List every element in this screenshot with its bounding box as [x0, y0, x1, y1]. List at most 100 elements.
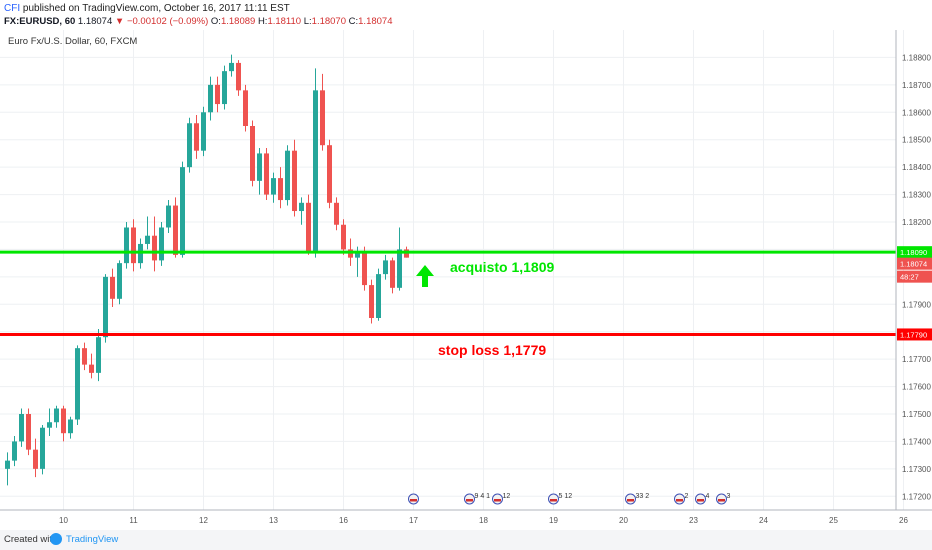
candle-53 — [376, 268, 381, 321]
candle-40 — [285, 145, 290, 206]
event-marker-1: 9 4 1 — [464, 493, 490, 505]
candle-body-43 — [306, 202, 311, 253]
symbol-label: FX:EURUSD, 60 — [4, 16, 76, 27]
created-with-text: Created with — [4, 534, 58, 545]
price-tick-12: 1.17600 — [902, 383, 931, 392]
candle-body-30 — [215, 84, 220, 105]
publish-info: CFI published on TradingView.com, Octobe… — [4, 3, 290, 14]
candle-43 — [306, 194, 311, 255]
open-label: O: — [210, 16, 221, 27]
event-count-3: 5 12 — [559, 493, 573, 500]
horizontal-lines-layer[interactable] — [0, 250, 896, 336]
candle-body-2 — [19, 414, 24, 442]
price-tick-13: 1.17500 — [902, 410, 931, 419]
last-price-label: 1.18074 — [897, 257, 932, 270]
candle-body-46 — [327, 145, 332, 203]
candle-13 — [96, 328, 101, 382]
candle-body-36 — [257, 153, 262, 181]
candle-body-24 — [173, 205, 178, 255]
candle-body-34 — [243, 90, 248, 126]
candle-body-32 — [229, 62, 234, 72]
published-text: published on TradingView.com, October 16… — [22, 3, 290, 14]
flag-stripe-7 — [718, 499, 725, 502]
candle-5 — [40, 424, 45, 475]
time-tick-1: 11 — [129, 516, 138, 525]
candle-body-51 — [362, 252, 367, 286]
chart-grid — [0, 30, 904, 510]
price-axis-labels: 1.18090 1.17790 1.18074 48:27 — [897, 246, 932, 341]
candle-body-15 — [110, 276, 115, 299]
countdown-label-text: 48:27 — [900, 273, 919, 282]
candle-52 — [369, 279, 374, 324]
stop-loss-annotation: stop loss 1,1779 — [438, 342, 546, 358]
candle-body-4 — [33, 449, 38, 469]
price-tick-3: 1.18500 — [902, 136, 931, 145]
candle-body-11 — [82, 348, 87, 365]
close-label: C: — [348, 16, 359, 27]
candle-22 — [159, 222, 164, 266]
quote-line: FX:EURUSD, 60 1.18074 ▼ −0.00102 (−0.09%… — [4, 16, 392, 27]
stop-loss-price-label-bg — [897, 328, 932, 341]
candle-body-37 — [264, 153, 269, 195]
event-marker-5: 2 — [674, 493, 689, 505]
candle-51 — [362, 246, 367, 291]
event-marker-2: 12 — [492, 493, 511, 505]
flag-stripe-5 — [676, 499, 683, 502]
candle-body-3 — [26, 414, 31, 450]
acquisto-price-label-bg — [897, 246, 932, 259]
candle-11 — [82, 342, 87, 371]
candle-46 — [327, 139, 332, 209]
event-markers-layer: 9 4 1 12 5 12 33 2 2 4 3 — [408, 493, 731, 505]
tradingview-logo-icon[interactable] — [50, 533, 62, 545]
last-price-label-bg — [897, 257, 932, 270]
candle-body-18 — [131, 227, 136, 264]
candle-body-40 — [285, 150, 290, 201]
open-value: 1.18089 — [220, 16, 256, 27]
candle-body-52 — [369, 285, 374, 318]
time-tick-2: 12 — [199, 516, 208, 525]
candle-27 — [194, 115, 199, 159]
down-arrow-icon: ▼ — [114, 16, 125, 27]
time-tick-0: 10 — [59, 516, 68, 525]
candle-41 — [292, 139, 297, 217]
time-axis[interactable]: 10 11 12 13 16 17 18 19 20 23 24 25 26 — [59, 516, 908, 525]
price-tick-4: 1.18400 — [902, 163, 931, 172]
candle-body-1 — [12, 441, 17, 461]
candle-55 — [390, 257, 395, 294]
candles-layer — [5, 54, 409, 486]
event-marker-0 — [408, 493, 419, 505]
candle-body-6 — [47, 422, 52, 428]
stop-loss-price-label-text: 1.17790 — [900, 330, 927, 339]
time-tick-9: 23 — [689, 516, 698, 525]
candle-32 — [229, 54, 234, 77]
candle-body-27 — [194, 123, 199, 151]
time-tick-4: 16 — [339, 516, 348, 525]
price-tick-2: 1.18600 — [902, 108, 931, 117]
candle-9 — [68, 416, 73, 439]
candle-body-44 — [313, 90, 318, 253]
candle-body-41 — [292, 150, 297, 212]
candle-body-29 — [208, 84, 213, 113]
price-tick-6: 1.18200 — [902, 218, 931, 227]
candle-body-12 — [89, 364, 94, 373]
candle-56 — [397, 227, 402, 291]
header-bar: CFI published on TradingView.com, Octobe… — [0, 0, 932, 30]
tradingview-brand[interactable]: TradingView — [66, 534, 119, 545]
event-count-5: 2 — [685, 493, 689, 500]
candle-body-21 — [152, 235, 157, 261]
candle-24 — [173, 197, 178, 258]
time-tick-12: 26 — [899, 516, 908, 525]
event-marker-3: 5 12 — [548, 493, 573, 505]
flag-stripe-6 — [697, 499, 704, 502]
event-count-2: 12 — [503, 493, 511, 500]
candle-body-13 — [96, 337, 101, 373]
flag-stripe-1 — [466, 499, 473, 502]
price-tick-5: 1.18300 — [902, 191, 931, 200]
candle-17 — [124, 222, 129, 269]
candle-1 — [12, 435, 17, 467]
time-tick-6: 18 — [479, 516, 488, 525]
candle-body-5 — [40, 427, 45, 469]
author-link[interactable]: CFI — [4, 3, 21, 14]
